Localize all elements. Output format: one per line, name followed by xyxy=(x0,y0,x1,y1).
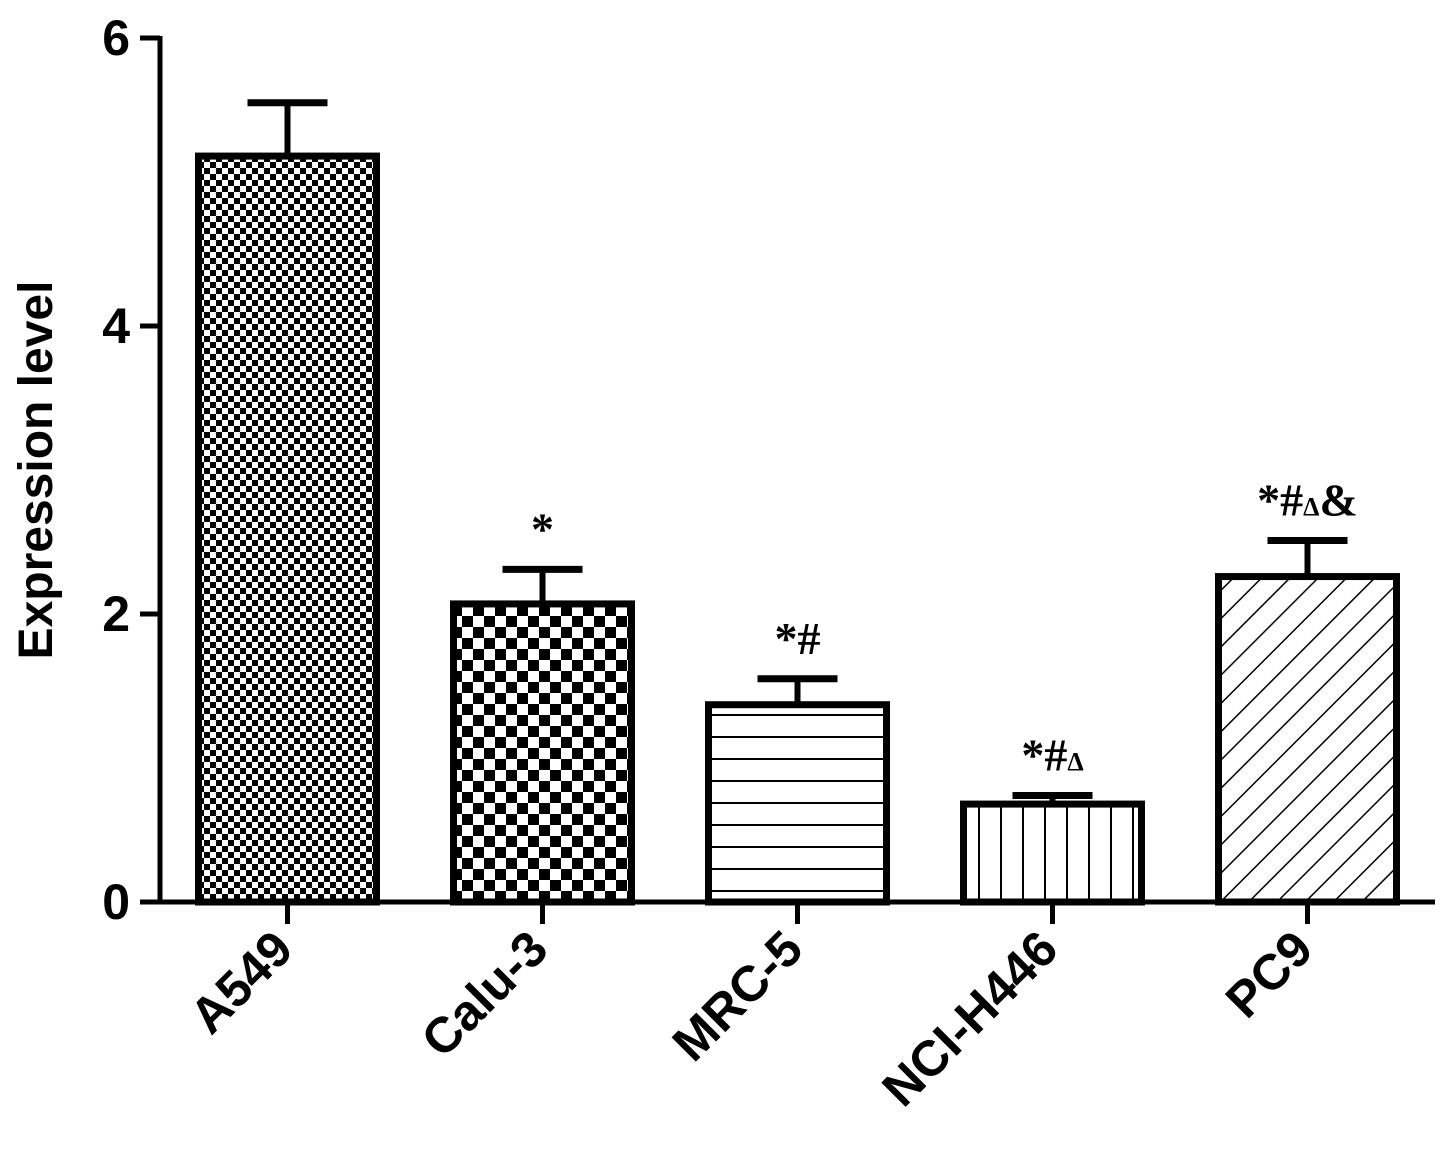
significance-label-nci-h446: *#Δ xyxy=(1021,729,1083,780)
significance-glyph: * xyxy=(1257,475,1280,526)
y-tick-label: 0 xyxy=(102,874,130,930)
x-tick-label-a549: A549 xyxy=(179,920,303,1044)
significance-label-calu-3: * xyxy=(531,503,554,554)
significance-label-pc9: *#Δ& xyxy=(1257,475,1358,526)
y-axis-title: Expression level xyxy=(10,281,63,660)
significance-glyph: * xyxy=(531,503,554,554)
category-labels: A549 Calu-3 MRC-5 NCI-H446 PC9 xyxy=(179,920,1323,1117)
significance-glyph: # xyxy=(798,613,821,664)
bar-mrc-5 xyxy=(705,701,890,906)
bars: **#*#Δ*#Δ& xyxy=(195,99,1400,906)
bar-calu-3 xyxy=(450,600,635,906)
bar-pc9 xyxy=(1215,573,1400,906)
x-tick-label-nci-h446: NCI-H446 xyxy=(871,920,1068,1117)
significance-glyph: * xyxy=(775,613,798,664)
y-axis: 0 2 4 6 xyxy=(102,10,163,930)
bar-nci-h446 xyxy=(960,800,1145,906)
y-tick-label: 2 xyxy=(102,586,130,642)
x-tick-label-pc9: PC9 xyxy=(1215,920,1323,1028)
significance-glyph: Δ xyxy=(1067,747,1083,776)
significance-glyph: # xyxy=(1044,729,1067,780)
significance-label-mrc-5: *# xyxy=(775,613,821,664)
significance-glyph: Δ xyxy=(1303,493,1319,522)
significance-glyph: * xyxy=(1021,729,1044,780)
significance-glyph: # xyxy=(1280,475,1303,526)
y-tick-label: 4 xyxy=(102,298,130,354)
x-tick-label-mrc-5: MRC-5 xyxy=(662,920,814,1072)
bar-a549 xyxy=(195,152,380,906)
y-tick-label: 6 xyxy=(102,10,130,66)
x-tick-label-calu-3: Calu-3 xyxy=(411,920,559,1068)
significance-glyph: & xyxy=(1319,475,1357,526)
